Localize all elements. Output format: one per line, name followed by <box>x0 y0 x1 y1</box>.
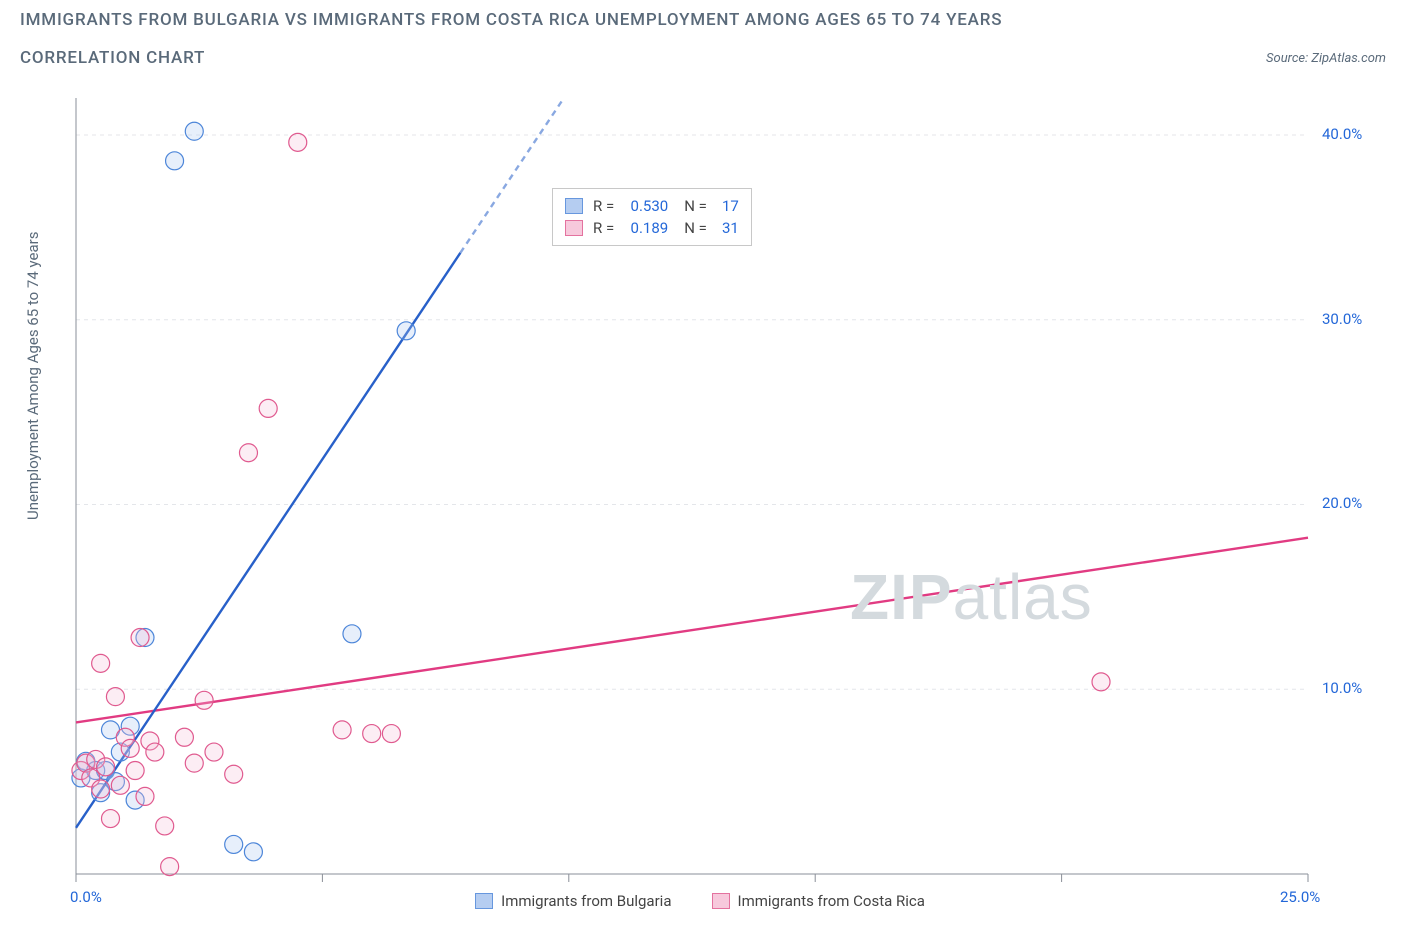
legend-label-bulgaria: Immigrants from Bulgaria <box>501 892 671 910</box>
n-value-bulgaria: 17 <box>713 197 739 215</box>
swatch-bulgaria <box>565 198 583 214</box>
legend-item-costa-rica: Immigrants from Costa Rica <box>712 892 925 910</box>
legend-swatch-costa-rica <box>712 893 730 909</box>
y-tick-label: 40.0% <box>1322 125 1362 143</box>
chart-header: IMMIGRANTS FROM BULGARIA VS IMMIGRANTS F… <box>0 0 1406 68</box>
n-label: N = <box>684 197 707 215</box>
stats-legend-box: R = 0.530 N = 17 R = 0.189 N = 31 <box>552 188 752 246</box>
y-tick-label: 10.0% <box>1322 679 1362 697</box>
r-label: R = <box>593 197 614 215</box>
chart-container: Unemployment Among Ages 65 to 74 years R… <box>20 90 1380 920</box>
r-label: R = <box>593 219 614 237</box>
bottom-legend: Immigrants from Bulgaria Immigrants from… <box>20 892 1380 910</box>
n-value-costa-rica: 31 <box>713 219 739 237</box>
stats-row-bulgaria: R = 0.530 N = 17 <box>565 195 739 217</box>
legend-item-bulgaria: Immigrants from Bulgaria <box>475 892 671 910</box>
y-tick-label: 30.0% <box>1322 310 1362 328</box>
legend-label-costa-rica: Immigrants from Costa Rica <box>738 892 925 910</box>
chart-title: IMMIGRANTS FROM BULGARIA VS IMMIGRANTS F… <box>20 10 1386 30</box>
stats-row-costa-rica: R = 0.189 N = 31 <box>565 217 739 239</box>
r-value-costa-rica: 0.189 <box>620 219 668 237</box>
subtitle-row: CORRELATION CHART Source: ZipAtlas.com <box>20 48 1386 68</box>
legend-swatch-bulgaria <box>475 893 493 909</box>
source-attribution: Source: ZipAtlas.com <box>1266 51 1386 66</box>
r-value-bulgaria: 0.530 <box>620 197 668 215</box>
swatch-costa-rica <box>565 220 583 236</box>
y-tick-label: 20.0% <box>1322 494 1362 512</box>
y-axis-label: Unemployment Among Ages 65 to 74 years <box>24 232 42 520</box>
chart-subtitle: CORRELATION CHART <box>20 48 205 68</box>
n-label: N = <box>684 219 707 237</box>
